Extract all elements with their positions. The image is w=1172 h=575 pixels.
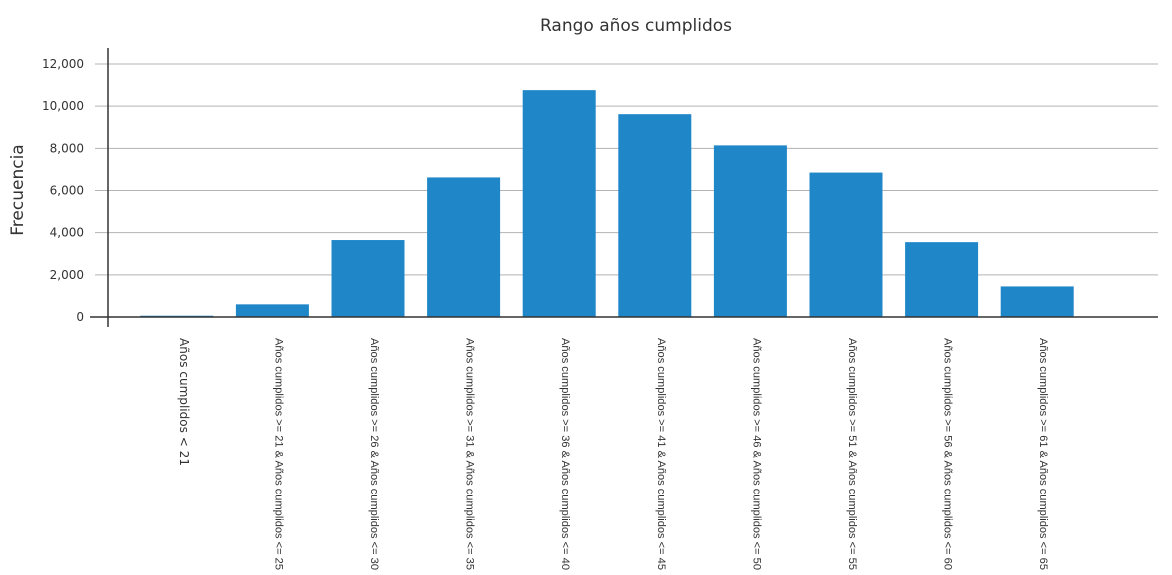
- y-tick-label: 4,000: [50, 226, 84, 240]
- x-tick-label: Años cumplidos >= 51 & Años cumplidos <=…: [846, 338, 858, 570]
- bar: [522, 90, 596, 317]
- y-tick-label: 8,000: [50, 141, 84, 155]
- y-axis-label: Frecuencia: [8, 144, 28, 235]
- chart-title: Rango años cumplidos: [540, 16, 732, 36]
- x-tick-label: Años cumplidos >= 21 & Años cumplidos <=…: [272, 338, 284, 570]
- y-tick-label: 10,000: [42, 99, 84, 113]
- x-tick-label: Años cumplidos < 21: [177, 338, 191, 466]
- axes: [90, 48, 1158, 327]
- bar: [1000, 286, 1074, 317]
- bar: [905, 242, 979, 317]
- y-tick-label: 0: [76, 310, 84, 324]
- bar: [235, 304, 309, 317]
- bar: [713, 145, 787, 317]
- x-tick-labels: Años cumplidos < 21 Años cumplidos >= 21 …: [177, 338, 1049, 570]
- x-tick-label: Años cumplidos >= 61 & Años cumplidos <=…: [1037, 338, 1049, 570]
- x-tick-label: Años cumplidos >= 46 & Años cumplidos <=…: [750, 338, 762, 570]
- x-tick-label: Años cumplidos >= 36 & Años cumplidos <=…: [559, 338, 571, 570]
- x-tick-label: Años cumplidos >= 56 & Años cumplidos <=…: [942, 338, 954, 570]
- x-tick-label: Años cumplidos >= 41 & Años cumplidos <=…: [655, 338, 667, 570]
- x-tick-label: Años cumplidos >= 26 & Años cumplidos <=…: [368, 338, 380, 570]
- y-tick-label: 6,000: [50, 184, 84, 198]
- bars: [140, 90, 1074, 317]
- y-tick-label: 2,000: [50, 268, 84, 282]
- bar: [809, 172, 883, 317]
- y-tick-labels: 0 2,000 4,000 6,000 8,000 10,000 12,000: [42, 57, 84, 324]
- x-tick-label: Años cumplidos >= 31 & Años cumplidos <=…: [464, 338, 476, 570]
- y-tick-label: 12,000: [42, 57, 84, 71]
- bar: [331, 240, 405, 317]
- bar: [427, 177, 501, 317]
- bar: [618, 114, 692, 317]
